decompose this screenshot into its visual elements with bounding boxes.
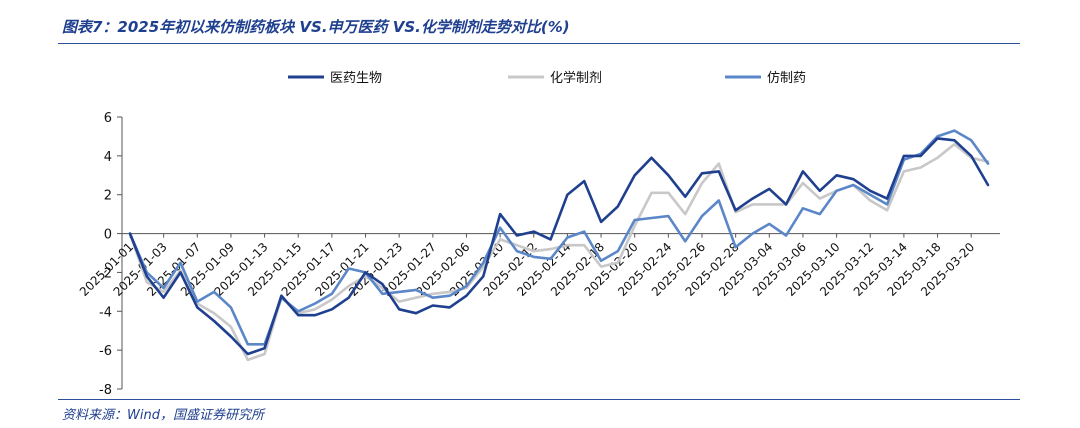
- title-divider: [58, 43, 1020, 44]
- plot-lines: [128, 129, 990, 362]
- series-line-3: [128, 129, 990, 346]
- y-tick-label: 2: [104, 189, 112, 204]
- y-tick-label: 4: [104, 150, 112, 165]
- chart-title: 图表7：2025年初以来仿制药板块 VS.申万医药 VS.化学制剂走势对比(%): [62, 18, 570, 36]
- y-tick-label: -6: [99, 344, 112, 359]
- y-axis: -8 -6 -4 -2 0 2 4 6: [99, 111, 123, 398]
- source-note: 资料来源：Wind，国盛证券研究所: [62, 408, 264, 423]
- legend: 医药生物 化学制剂 仿制药: [288, 70, 806, 86]
- x-axis: 2025-01-012025-01-032025-01-072025-01-09…: [77, 233, 1000, 299]
- legend-label: 化学制剂: [550, 70, 602, 86]
- legend-label: 仿制药: [767, 71, 806, 86]
- y-tick-label: -4: [99, 305, 112, 320]
- y-tick-label: 6: [104, 111, 112, 126]
- y-tick-label: 0: [104, 228, 112, 243]
- y-tick-label: -8: [99, 383, 112, 398]
- y-tick-label: -2: [99, 266, 112, 281]
- source-divider: [58, 399, 1020, 400]
- legend-label: 医药生物: [330, 71, 382, 86]
- series-line-1: [128, 137, 990, 356]
